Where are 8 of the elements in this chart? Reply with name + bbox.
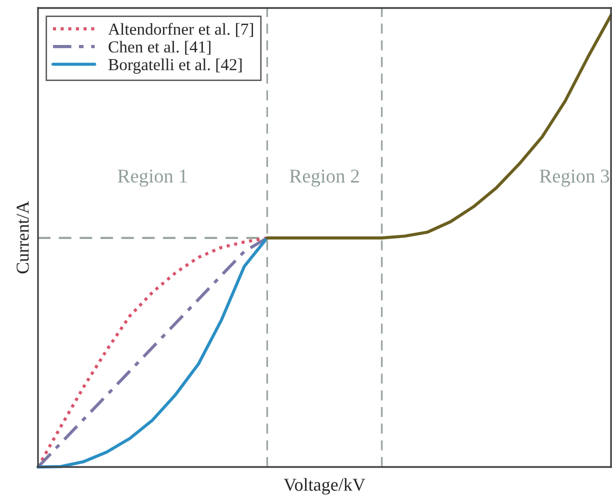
legend-label: Altendorfner et al. [7] <box>108 22 253 37</box>
x-axis-title: Voltage/kV <box>284 478 366 495</box>
annotation: Region 1 <box>118 170 187 187</box>
legend-label: Borgatelli et al. [42] <box>108 58 242 74</box>
annotation: Region 2 <box>290 170 359 187</box>
annotation: Region 3 <box>540 170 610 187</box>
y-axis-title: Current/A <box>16 201 29 274</box>
legend-label: Chen et al. [41] <box>108 40 210 55</box>
